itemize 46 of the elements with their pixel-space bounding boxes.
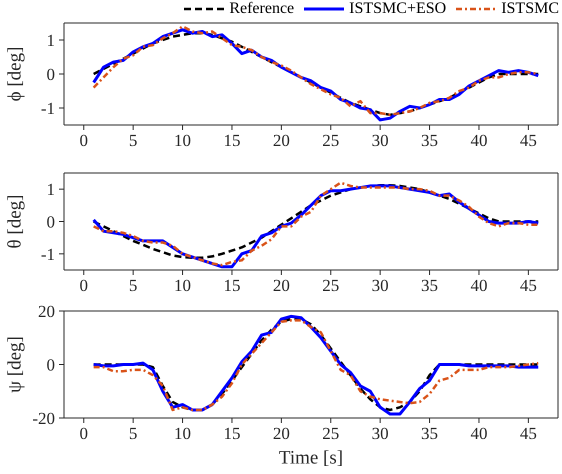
x-tick-label: 15: [223, 424, 240, 444]
x-tick-label: 35: [421, 276, 438, 296]
x-tick-label: 10: [174, 424, 192, 444]
x-tick-label: 20: [272, 131, 290, 150]
legend-label: ISTSMC+ESO: [348, 0, 446, 18]
legend-label: Reference: [228, 0, 294, 18]
y-tick-label: -1: [40, 99, 55, 118]
x-tick-label: 5: [128, 131, 138, 150]
x-tick-label: 0: [80, 276, 88, 296]
x-tick-label: 30: [372, 424, 389, 444]
x-tick-label: 10: [174, 276, 192, 296]
x-axis-title: Time [s]: [278, 447, 344, 468]
y-tick-label: 0: [46, 356, 55, 375]
y-tick-label: -1: [40, 244, 55, 264]
x-tick-label: 35: [421, 424, 438, 444]
y-tick-label: 20: [38, 302, 55, 322]
x-tick-label: 40: [470, 276, 488, 296]
x-tick-label: 45: [520, 131, 537, 150]
x-tick-label: 20: [272, 424, 290, 444]
y-tick-label: 1: [46, 31, 55, 50]
legend-label: ISTSMC: [500, 0, 559, 18]
x-tick-label: 25: [322, 131, 340, 150]
y-tick-label: 1: [46, 180, 55, 200]
x-tick-label: 25: [322, 424, 340, 444]
x-tick-label: 10: [174, 131, 192, 150]
x-tick-label: 40: [470, 131, 488, 150]
x-tick-label: 0: [80, 131, 88, 150]
x-tick-label: 20: [272, 276, 290, 296]
x-tick-label: 30: [372, 276, 389, 296]
x-tick-label: 45: [520, 276, 537, 296]
x-tick-label: 5: [128, 276, 138, 296]
x-tick-label: 15: [223, 276, 240, 296]
y-axis-title: ϕ [deg]: [4, 46, 26, 102]
x-tick-label: 5: [128, 424, 138, 444]
y-tick-label: -20: [32, 409, 55, 428]
y-tick-label: 0: [46, 65, 55, 84]
x-tick-label: 0: [80, 424, 88, 444]
x-tick-label: 15: [223, 131, 240, 150]
x-tick-label: 30: [372, 131, 389, 150]
x-tick-label: 25: [322, 276, 340, 296]
x-tick-label: 45: [520, 424, 537, 444]
x-tick-label: 35: [421, 131, 438, 150]
y-axis-title: θ [deg]: [4, 194, 26, 248]
y-tick-label: 0: [46, 212, 55, 232]
y-axis-title: ψ [deg]: [4, 336, 26, 393]
x-tick-label: 40: [470, 424, 488, 444]
